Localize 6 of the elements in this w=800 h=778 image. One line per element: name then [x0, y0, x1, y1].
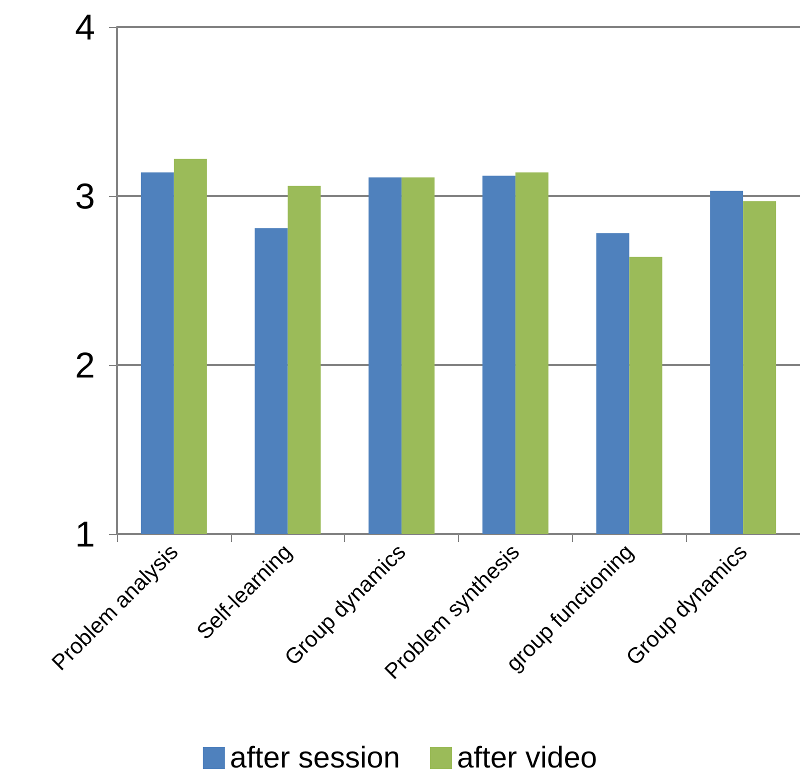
y-tick-label: 1 — [74, 514, 95, 554]
legend-label: after video — [457, 742, 598, 774]
y-tick-label: 3 — [74, 176, 95, 216]
y-tick-label: 4 — [74, 6, 95, 48]
y-tick-label: 2 — [74, 344, 95, 386]
legend-label: after session — [230, 742, 400, 774]
